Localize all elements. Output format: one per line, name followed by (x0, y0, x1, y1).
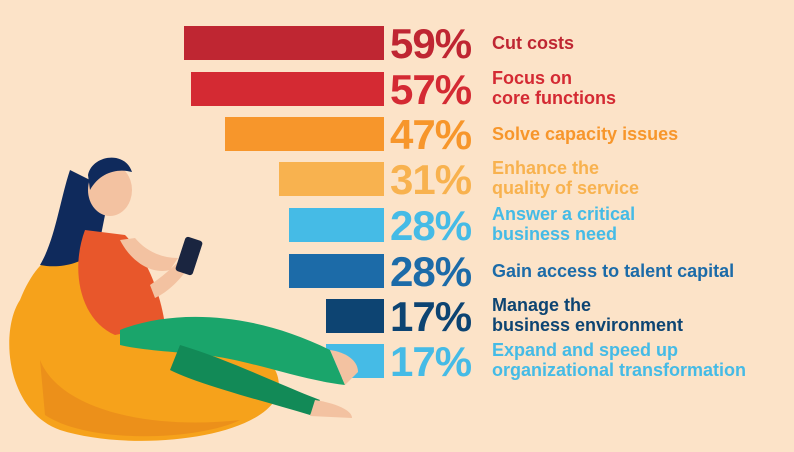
category-label-3: Enhance the quality of service (492, 158, 640, 198)
category-label-1: Focus on core functions (492, 68, 617, 108)
category-label-5: Gain access to talent capital (492, 261, 735, 281)
category-label-4: Answer a critical business need (492, 204, 636, 244)
category-label-2: Solve capacity issues (492, 124, 679, 144)
value-label-3: 31% (390, 156, 472, 203)
value-label-2: 47% (390, 111, 472, 158)
bar-5 (289, 254, 384, 288)
category-label-0: Cut costs (492, 33, 575, 53)
value-label-6: 17% (390, 293, 472, 340)
value-label-1: 57% (390, 66, 472, 113)
value-label-5: 28% (390, 248, 472, 295)
bar-3 (279, 162, 384, 196)
bar-1 (191, 72, 384, 106)
category-label-6: Manage the business environment (492, 295, 684, 335)
bar-4 (289, 208, 384, 242)
bar-0 (184, 26, 384, 60)
bar-2 (225, 117, 384, 151)
value-label-7: 17% (390, 338, 472, 385)
category-label-7: Expand and speed up organizational trans… (492, 340, 747, 380)
bar-6 (326, 299, 384, 333)
woman-on-beanbag-with-phone-icon (9, 157, 358, 441)
value-label-0: 59% (390, 20, 472, 67)
value-label-4: 28% (390, 202, 472, 249)
